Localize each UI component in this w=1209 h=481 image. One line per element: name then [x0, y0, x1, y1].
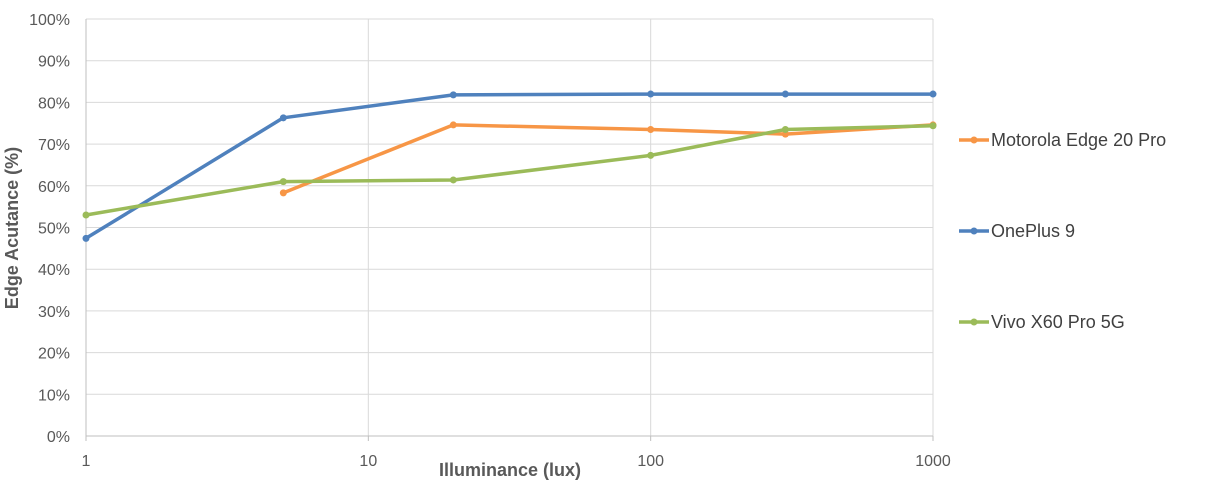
data-point-motorola-edge-20-pro [647, 126, 655, 134]
x-tick-label: 1 [82, 453, 91, 470]
x-tick-label: 10 [359, 453, 377, 470]
x-tick-label: 1000 [915, 453, 951, 470]
y-tick-labels: 0% 10% 20% 30% 40% 50% 60% 70% 80% 90% 100% [29, 12, 70, 446]
y-tick-label: 50% [38, 221, 70, 238]
y-axis-title: Edge Acutance (%) [2, 147, 22, 309]
data-point-vivo-x60-pro-5g [82, 211, 90, 219]
y-tick-label: 100% [29, 12, 70, 29]
legend-item-oneplus-9: OnePlus 9 [959, 221, 1075, 241]
series [82, 90, 937, 242]
y-tick-label: 80% [38, 95, 70, 112]
legend-label: OnePlus 9 [991, 221, 1075, 241]
y-tick-label: 0% [47, 429, 70, 446]
y-tick-label: 60% [38, 179, 70, 196]
data-point-vivo-x60-pro-5g [929, 122, 937, 130]
data-point-oneplus-9 [647, 90, 655, 98]
data-point-vivo-x60-pro-5g [279, 178, 287, 186]
x-tick-label: 100 [637, 453, 664, 470]
data-point-motorola-edge-20-pro [449, 121, 457, 129]
series-line-motorola-edge-20-pro [281, 123, 935, 195]
legend-label: Vivo X60 Pro 5G [991, 312, 1125, 332]
y-tick-label: 10% [38, 387, 70, 404]
x-axis-title: Illuminance (lux) [439, 460, 581, 480]
y-tick-label: 40% [38, 262, 70, 279]
data-point-oneplus-9 [279, 114, 287, 122]
legend-marker [970, 227, 978, 235]
data-point-vivo-x60-pro-5g [781, 126, 789, 134]
legend-marker [970, 136, 978, 144]
y-tick-label: 90% [38, 54, 70, 71]
legend-label: Motorola Edge 20 Pro [991, 130, 1166, 150]
legend-item-vivo-x60-pro-5g: Vivo X60 Pro 5G [959, 312, 1125, 332]
data-point-vivo-x60-pro-5g [449, 176, 457, 184]
axes [85, 19, 934, 441]
y-tick-label: 20% [38, 346, 70, 363]
data-point-oneplus-9 [929, 90, 937, 98]
data-point-oneplus-9 [82, 234, 90, 242]
legend-marker [970, 318, 978, 326]
data-point-oneplus-9 [781, 90, 789, 98]
x-tick-labels: 1 10 100 1000 [82, 453, 951, 470]
legend-item-motorola-edge-20-pro: Motorola Edge 20 Pro [959, 130, 1166, 150]
y-tick-label: 30% [38, 304, 70, 321]
series-line-oneplus-9 [84, 92, 935, 241]
data-point-motorola-edge-20-pro [279, 189, 287, 197]
series-line-vivo-x60-pro-5g [84, 124, 935, 217]
gridlines [86, 18, 934, 436]
y-tick-label: 70% [38, 137, 70, 154]
legend: Motorola Edge 20 Pro OnePlus 9 Vivo X60 Pr… [959, 130, 1166, 332]
data-point-oneplus-9 [449, 91, 457, 99]
data-point-vivo-x60-pro-5g [647, 151, 655, 159]
